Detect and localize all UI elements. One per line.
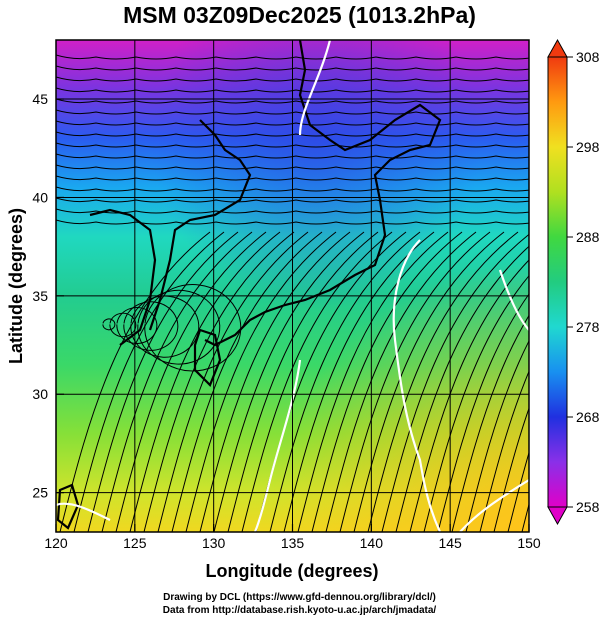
streamline [56,131,529,137]
streamline [241,231,393,532]
streamline [381,233,529,532]
y-tick-label: 40 [32,189,48,205]
colorbar-ticks: 258 268 278 288 298 308 [567,49,599,515]
y-tick-label: 25 [32,485,48,501]
wind-streamlines [56,54,529,532]
map-panel [56,40,529,532]
streamline [283,231,435,532]
streamline [56,197,529,203]
streamline [87,231,239,532]
streamline [115,231,267,532]
y-tick-label: 30 [32,386,48,402]
streamline [171,231,323,532]
streamline [56,54,529,60]
colorbar-tick-label: 288 [576,229,599,245]
streamline [409,259,529,532]
x-axis-title: Longitude (degrees) [205,561,378,581]
credit-data: Data from http://database.rish.kyoto-u.a… [162,605,437,616]
streamline [101,231,253,532]
x-tick-label: 125 [123,535,147,551]
streamline [339,231,491,532]
streamline [143,231,295,532]
streamline [353,231,505,532]
streamline [73,231,225,532]
streamline [56,175,529,181]
streamline [56,76,529,82]
streamline [185,231,337,532]
colorbar: 258 268 278 288 298 308 [547,38,599,526]
streamline [56,219,529,225]
x-tick-label: 120 [44,535,68,551]
credit-drawing: Drawing by DCL (https://www.gfd-dennou.o… [163,592,436,603]
streamline [56,208,529,214]
x-tick-label: 145 [438,535,462,551]
streamline [297,231,449,532]
streamline [157,231,309,532]
streamline [56,186,529,192]
y-tick-label: 45 [32,91,48,107]
streamline [269,231,421,532]
streamline [102,318,116,331]
y-tick-label: 35 [32,288,48,304]
colorbar-tick-label: 298 [576,139,599,155]
x-axis-ticks: 120 125 130 135 140 145 150 [44,524,541,551]
streamline [199,231,351,532]
map-grid [56,40,529,532]
streamline [137,289,221,365]
streamline [56,65,529,71]
colorbar-tick-label: 268 [576,409,599,425]
streamline [123,301,179,351]
chart-title: MSM 03Z09Dec2025 (1013.2hPa) [123,2,476,28]
coastlines [56,40,442,530]
colorbar-tick-label: 258 [576,499,599,515]
streamline [56,120,529,126]
streamline [311,231,463,532]
x-tick-label: 135 [281,535,305,551]
streamline [423,275,529,532]
streamline [56,142,529,148]
streamline [129,231,281,532]
x-tick-label: 140 [360,535,384,551]
streamline [479,370,529,532]
streamline [465,339,529,532]
streamline [451,314,529,532]
streamline [56,164,529,170]
colorbar-tick-label: 308 [576,49,599,65]
x-tick-label: 130 [202,535,226,551]
streamline [56,87,529,93]
streamline [395,245,529,532]
y-axis-ticks: 25 30 35 40 45 [32,91,64,501]
colorbar-scale [547,56,568,508]
y-axis-title: Latitude (degrees) [6,208,26,364]
colorbar-min-arrow [547,506,568,526]
streamline [109,312,137,338]
streamline [227,231,379,532]
streamline [56,109,529,115]
streamline [367,231,519,532]
streamline [213,231,365,532]
colorbar-max-arrow [547,38,568,58]
colorbar-tick-label: 278 [576,319,599,335]
streamline [325,231,477,532]
streamline [493,406,529,532]
streamline [56,98,529,104]
x-tick-label: 150 [517,535,541,551]
streamline [56,153,529,159]
